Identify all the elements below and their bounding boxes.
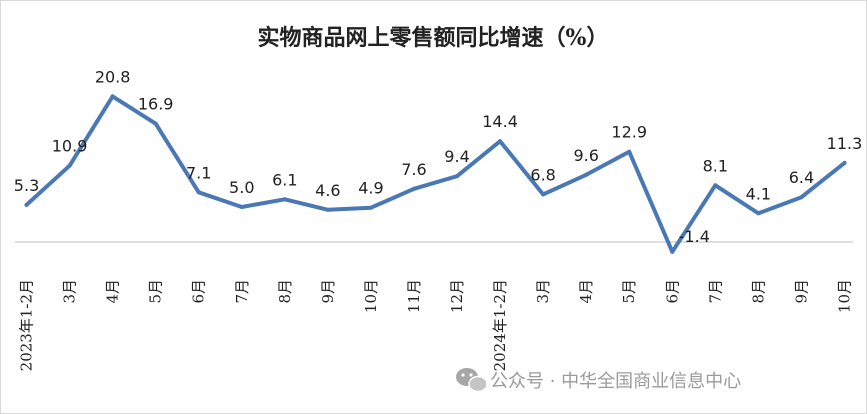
wechat-icon [456, 368, 488, 393]
data-label: -1.4 [679, 227, 710, 246]
x-tick-label: 8月 [749, 279, 767, 304]
data-label: 12.9 [611, 123, 647, 142]
x-tick-label: 8月 [276, 279, 294, 304]
data-label: 7.6 [401, 160, 426, 179]
x-tick-label: 4月 [104, 279, 122, 304]
data-point [153, 121, 158, 126]
data-label: 7.1 [186, 163, 211, 182]
data-point [842, 160, 847, 165]
data-label: 9.4 [444, 147, 469, 166]
series-line [24, 94, 847, 254]
data-label: 4.6 [315, 181, 340, 200]
data-label: 11.3 [827, 134, 863, 153]
x-tick-label: 5月 [147, 279, 165, 304]
data-label: 20.8 [95, 67, 131, 86]
data-label: 8.1 [703, 156, 728, 175]
watermark: 公众号 · 中华全国商业信息中心 [456, 368, 741, 393]
data-point [799, 195, 804, 200]
x-tick-layer: 2023年1-2月 3月 4月 5月 6月 7月 8月 9月 10月 11月 12月 2024年1-2… [18, 279, 854, 371]
data-point [713, 183, 718, 188]
data-label: 4.1 [746, 184, 771, 203]
data-label: 4.9 [358, 179, 383, 198]
x-tick-label: 3月 [61, 279, 79, 304]
data-point [368, 205, 373, 210]
data-label: 16.9 [138, 95, 174, 114]
data-label-layer: 5.3 10.9 20.8 16.9 7.1 5.0 6.1 4.6 4.9 7.6 9.4 14.4… [14, 67, 862, 245]
data-label: 14.4 [482, 112, 518, 131]
data-label: 5.3 [14, 176, 39, 195]
data-point [455, 174, 460, 179]
data-point [282, 197, 287, 202]
data-point [110, 94, 115, 99]
data-point [541, 192, 546, 197]
x-tick-label: 2023年1-2月 [18, 279, 36, 371]
data-point [670, 249, 675, 254]
watermark-text: 公众号 · 中华全国商业信息中心 [490, 371, 741, 392]
chart-title: 实物商品网上零售额同比增速（%） [258, 25, 609, 51]
x-tick-label: 10月 [835, 279, 853, 313]
x-tick-label: 2024年1-2月 [491, 279, 509, 371]
data-point [498, 139, 503, 144]
data-label: 6.4 [789, 168, 814, 187]
x-tick-label: 4月 [577, 279, 595, 304]
data-point [24, 202, 29, 207]
data-point [239, 205, 244, 209]
x-tick-label: 10月 [362, 279, 380, 313]
data-label: 5.0 [229, 178, 254, 197]
data-point [756, 211, 761, 216]
x-tick-label: 7月 [706, 279, 724, 304]
x-tick-label: 11月 [405, 279, 423, 313]
data-label: 10.9 [52, 137, 88, 156]
data-point [325, 207, 330, 212]
data-point [584, 172, 589, 177]
data-point [67, 163, 72, 168]
data-label: 6.8 [530, 165, 555, 184]
x-tick-label: 9月 [319, 279, 337, 304]
x-tick-label: 3月 [534, 279, 552, 304]
x-tick-label: 6月 [190, 279, 208, 304]
series-layer [24, 94, 847, 254]
data-point [411, 186, 416, 191]
data-point [627, 149, 632, 154]
x-tick-label: 9月 [792, 279, 810, 304]
x-tick-label: 7月 [233, 279, 251, 304]
data-label: 9.6 [573, 146, 598, 165]
x-tick-label: 6月 [663, 279, 681, 304]
x-tick-label: 5月 [620, 279, 638, 304]
data-point [196, 190, 201, 195]
data-label: 6.1 [272, 170, 297, 189]
x-tick-label: 12月 [448, 279, 466, 313]
